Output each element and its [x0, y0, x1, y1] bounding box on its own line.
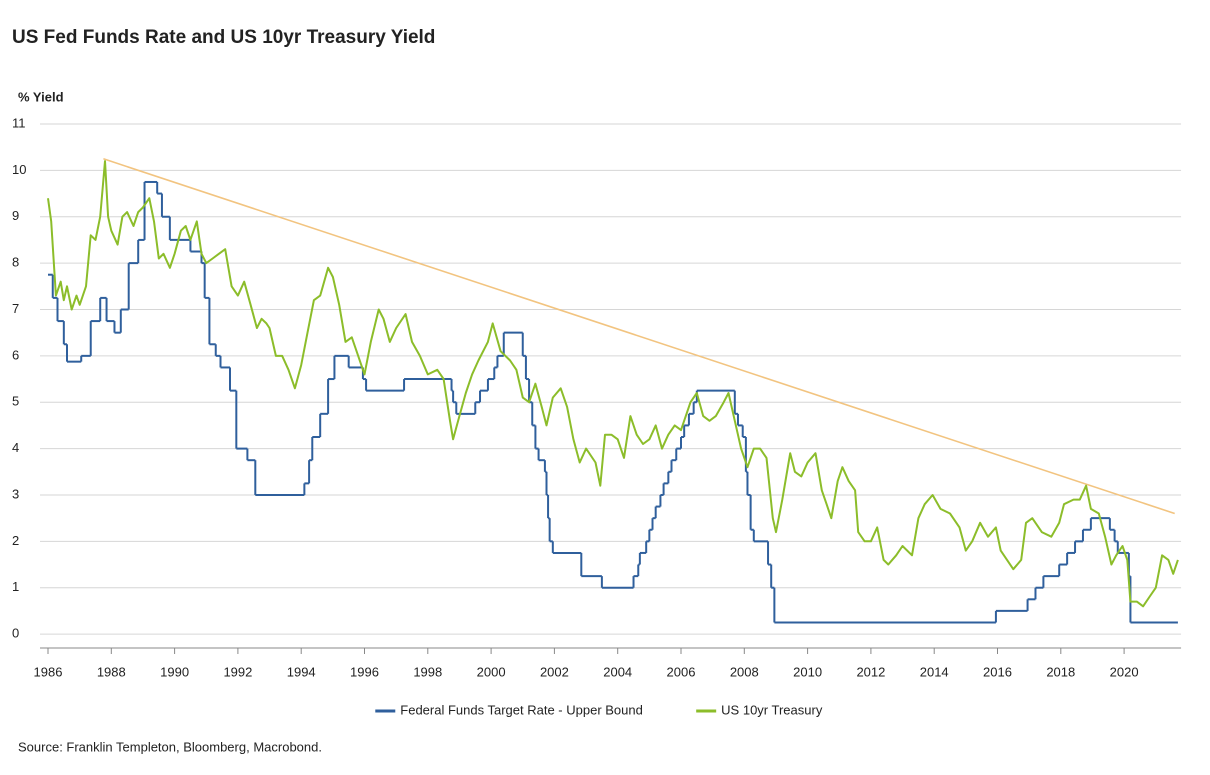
trend-line — [103, 158, 1175, 515]
x-tick-label: 2004 — [603, 664, 632, 679]
x-tick-label: 2018 — [1046, 664, 1075, 679]
x-tick-label: 2006 — [667, 664, 696, 679]
y-tick-label: 8 — [12, 255, 19, 270]
x-tick-label: 2014 — [920, 664, 949, 679]
y-tick-label: 7 — [12, 301, 19, 316]
y-tick-label: 0 — [12, 626, 19, 641]
x-tick-label: 1988 — [97, 664, 126, 679]
x-tick-label: 1992 — [223, 664, 252, 679]
x-tick-label: 1994 — [287, 664, 316, 679]
x-tick-label: 2000 — [477, 664, 506, 679]
legend-label: US 10yr Treasury — [721, 702, 823, 717]
y-tick-label: 3 — [12, 486, 19, 501]
y-tick-label: 4 — [12, 440, 19, 455]
y-tick-label: 6 — [12, 347, 19, 362]
x-tick-label: 2008 — [730, 664, 759, 679]
y-tick-label: 1 — [12, 579, 19, 594]
legend-label: Federal Funds Target Rate - Upper Bound — [400, 702, 643, 717]
series-line — [47, 160, 1179, 608]
y-tick-label: 2 — [12, 533, 19, 548]
y-tick-label: 11 — [12, 115, 26, 130]
x-tick-label: 1996 — [350, 664, 379, 679]
chart-title: US Fed Funds Rate and US 10yr Treasury Y… — [12, 27, 435, 48]
source-note: Source: Franklin Templeton, Bloomberg, M… — [18, 739, 322, 754]
y-tick-label: 9 — [12, 208, 19, 223]
y-tick-label: 10 — [12, 162, 26, 177]
x-tick-label: 2012 — [856, 664, 885, 679]
x-tick-label: 1990 — [160, 664, 189, 679]
x-tick-label: 2016 — [983, 664, 1012, 679]
y-axis-label: % Yield — [18, 89, 64, 104]
x-tick-label: 2002 — [540, 664, 569, 679]
x-tick-label: 2020 — [1110, 664, 1139, 679]
x-tick-label: 1986 — [34, 664, 63, 679]
y-tick-label: 5 — [12, 394, 19, 409]
x-tick-label: 2010 — [793, 664, 822, 679]
x-tick-label: 1998 — [413, 664, 442, 679]
